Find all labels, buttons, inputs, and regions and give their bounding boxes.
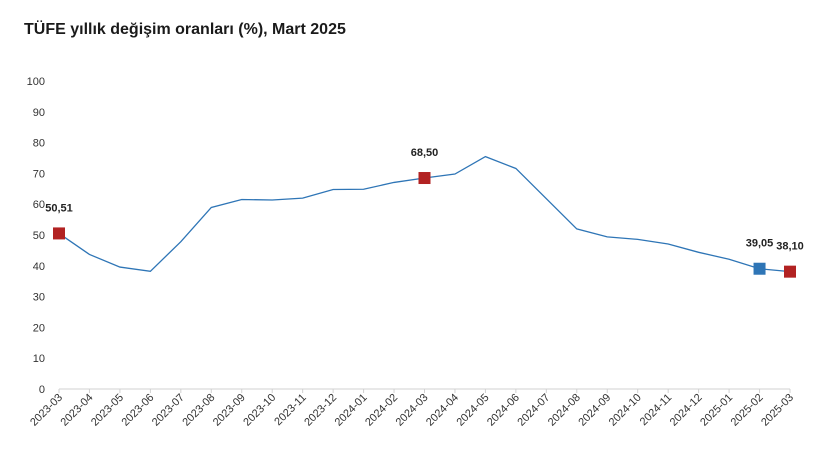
x-tick-label: 2023-06 <box>119 392 156 429</box>
x-tick-label: 2024-10 <box>607 392 644 429</box>
x-tick-label: 2023-07 <box>150 392 187 429</box>
y-tick-label: 60 <box>33 199 45 211</box>
data-label: 39,05 <box>746 238 774 250</box>
x-tick-label: 2024-02 <box>363 392 400 429</box>
y-tick-label: 100 <box>27 76 45 88</box>
y-tick-label: 0 <box>39 384 45 396</box>
y-tick-label: 10 <box>33 353 45 365</box>
x-axis-ticks <box>58 389 791 393</box>
highlight-marker <box>418 172 431 185</box>
x-tick-label: 2024-03 <box>394 392 431 429</box>
x-tick-label: 2024-12 <box>668 392 705 429</box>
x-tick-label: 2024-05 <box>455 392 492 429</box>
x-tick-label: 2025-02 <box>729 392 766 429</box>
y-tick-label: 30 <box>33 292 45 304</box>
x-tick-label: 2024-09 <box>576 392 613 429</box>
highlight-markers <box>53 172 796 278</box>
x-tick-label: 2024-04 <box>424 392 461 429</box>
x-tick-label: 2024-01 <box>333 392 370 429</box>
x-tick-label: 2023-03 <box>28 392 65 429</box>
y-tick-label: 90 <box>33 107 45 119</box>
x-tick-label: 2024-06 <box>485 392 522 429</box>
y-tick-label: 80 <box>33 138 45 150</box>
data-label: 38,10 <box>776 241 804 253</box>
highlight-marker <box>753 262 766 275</box>
chart-title: TÜFE yıllık değişim oranları (%), Mart 2… <box>24 21 346 38</box>
x-tick-label: 2024-08 <box>546 392 583 429</box>
data-label: 50,51 <box>45 202 73 214</box>
x-tick-label: 2023-05 <box>89 392 126 429</box>
y-tick-label: 40 <box>33 261 45 273</box>
x-tick-label: 2023-12 <box>302 392 339 429</box>
x-tick-label: 2023-04 <box>59 392 96 429</box>
y-tick-label: 70 <box>33 168 45 180</box>
x-tick-label: 2025-03 <box>759 392 796 429</box>
data-labels: 50,51 68,50 39,05 38,10 <box>45 147 804 253</box>
y-axis-tick-labels: 0 10 20 30 40 50 60 70 80 90 100 <box>27 76 45 396</box>
x-tick-label: 2024-07 <box>515 392 552 429</box>
highlight-marker <box>53 227 65 240</box>
x-axis-tick-labels: 2023-032023-042023-052023-062023-072023-… <box>28 392 796 429</box>
x-tick-label: 2023-08 <box>180 392 217 429</box>
x-tick-label: 2023-10 <box>241 392 278 429</box>
highlight-marker <box>784 265 796 278</box>
x-tick-label: 2023-09 <box>211 392 248 429</box>
y-tick-label: 50 <box>33 230 45 242</box>
x-tick-label: 2025-01 <box>698 392 735 429</box>
data-label: 68,50 <box>411 147 439 159</box>
y-tick-label: 20 <box>33 322 45 334</box>
